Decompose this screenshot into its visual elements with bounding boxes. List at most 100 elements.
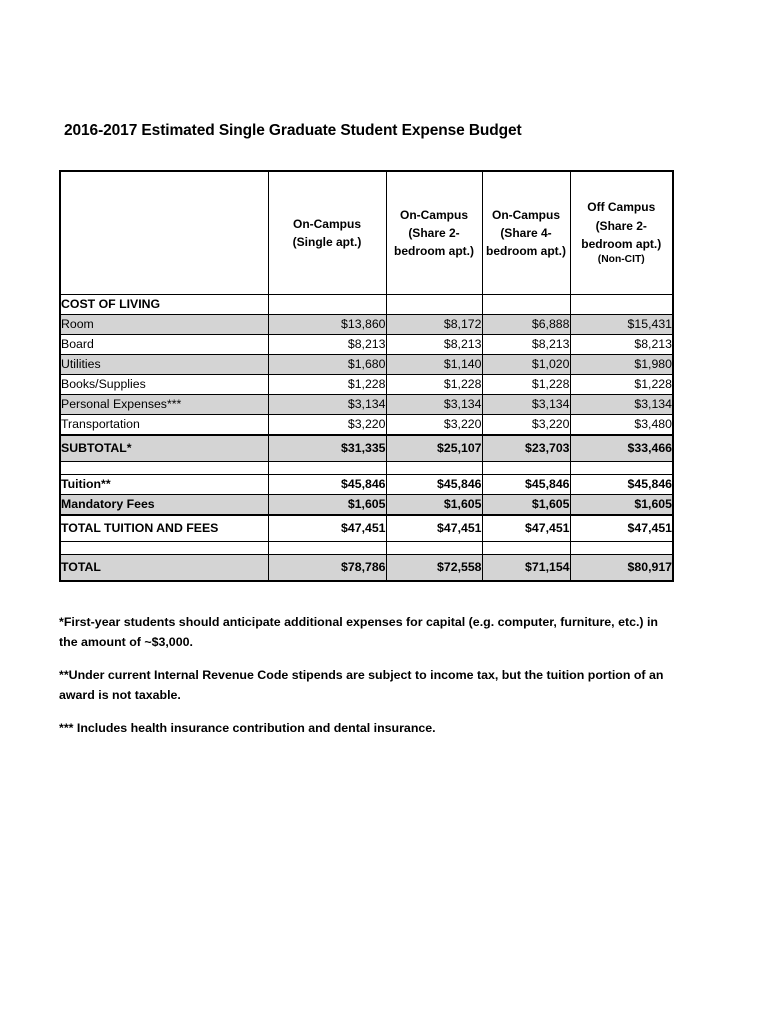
- row-label: Room: [59, 314, 269, 335]
- row-value: $3,220: [267, 414, 387, 436]
- row-label: SUBTOTAL*: [59, 434, 269, 462]
- row-value: $1,228: [267, 374, 387, 395]
- row-value: $8,213: [267, 334, 387, 355]
- footnotes: *First-year students should anticipate a…: [59, 612, 679, 738]
- row-value: $1,605: [481, 494, 571, 516]
- row-value: [481, 541, 571, 555]
- row-value: [481, 294, 571, 315]
- header-corner-cell: [59, 170, 269, 295]
- row-value: $3,220: [481, 414, 571, 436]
- row-value: $45,846: [569, 474, 674, 495]
- row-label: COST OF LIVING: [59, 294, 269, 315]
- table-row: Board $8,213 $8,213 $8,213 $8,213: [59, 334, 674, 355]
- column-header-line2: (Share 2-bedroom apt.): [581, 218, 662, 251]
- row-value: [267, 461, 387, 475]
- row-value: $80,917: [569, 554, 674, 582]
- row-value: $1,605: [267, 494, 387, 516]
- table-row-total-tuition: TOTAL TUITION AND FEES $47,451 $47,451 $…: [59, 514, 674, 542]
- row-value: $8,213: [569, 334, 674, 355]
- row-value: $1,020: [481, 354, 571, 375]
- column-header-on-campus-share2: On-Campus (Share 2-bedroom apt.): [385, 170, 483, 295]
- row-value: [481, 461, 571, 475]
- row-value: $13,860: [267, 314, 387, 335]
- row-value: $1,980: [569, 354, 674, 375]
- row-label: TOTAL TUITION AND FEES: [59, 514, 269, 542]
- row-value: [569, 294, 674, 315]
- column-header-line1: On-Campus: [292, 216, 361, 231]
- row-label: Mandatory Fees: [59, 494, 269, 516]
- row-value: $3,480: [569, 414, 674, 436]
- column-header-line2: (Share 2-bedroom apt.): [394, 225, 474, 259]
- column-header-on-campus-single: On-Campus (Single apt.): [267, 170, 387, 295]
- table-row-total: TOTAL $78,786 $72,558 $71,154 $80,917: [59, 554, 674, 582]
- row-label: [59, 541, 269, 555]
- row-value: $33,466: [569, 434, 674, 462]
- table-row: Tuition** $45,846 $45,846 $45,846 $45,84…: [59, 474, 674, 495]
- row-value: $45,846: [481, 474, 571, 495]
- row-value: $23,703: [481, 434, 571, 462]
- table-row: Utilities $1,680 $1,140 $1,020 $1,980: [59, 354, 674, 375]
- row-value: $31,335: [267, 434, 387, 462]
- row-value: $8,172: [385, 314, 483, 335]
- column-header-off-campus-share2: Off Campus (Share 2-bedroom apt.) (Non-C…: [569, 170, 674, 295]
- column-header-line1: On-Campus: [399, 207, 468, 222]
- row-value: $1,140: [385, 354, 483, 375]
- row-value: $1,605: [569, 494, 674, 516]
- row-value: $47,451: [385, 514, 483, 542]
- row-value: $25,107: [385, 434, 483, 462]
- row-value: $1,228: [569, 374, 674, 395]
- row-value: $78,786: [267, 554, 387, 582]
- table-spacer-row: [59, 541, 674, 555]
- row-label: Books/Supplies: [59, 374, 269, 395]
- row-value: $72,558: [385, 554, 483, 582]
- row-value: $3,220: [385, 414, 483, 436]
- column-header-line1: Off Campus: [587, 200, 656, 215]
- row-value: $8,213: [385, 334, 483, 355]
- row-label: Utilities: [59, 354, 269, 375]
- row-value: $8,213: [481, 334, 571, 355]
- footnote-personal-expenses: *** Includes health insurance contributi…: [59, 721, 436, 736]
- column-header-line2: (Share 4-bedroom apt.): [486, 225, 566, 259]
- row-value: $47,451: [267, 514, 387, 542]
- row-value: $3,134: [481, 394, 571, 415]
- column-header-on-campus-share4: On-Campus (Share 4-bedroom apt.): [481, 170, 571, 295]
- row-value: [385, 461, 483, 475]
- column-header-line3: (Non-CIT): [597, 254, 645, 266]
- table-spacer-row: [59, 461, 674, 475]
- table-header-row: On-Campus (Single apt.) On-Campus (Share…: [59, 170, 674, 295]
- row-value: $45,846: [385, 474, 483, 495]
- footnote-capital-expenses: *First-year students should anticipate a…: [59, 615, 658, 650]
- row-value: $3,134: [267, 394, 387, 415]
- row-value: $15,431: [569, 314, 674, 335]
- row-label: Personal Expenses***: [59, 394, 269, 415]
- row-value: $3,134: [569, 394, 674, 415]
- row-value: [569, 541, 674, 555]
- row-value: $47,451: [481, 514, 571, 542]
- expense-budget-table: On-Campus (Single apt.) On-Campus (Share…: [59, 170, 674, 582]
- table-row: Personal Expenses*** $3,134 $3,134 $3,13…: [59, 394, 674, 415]
- table-row: Books/Supplies $1,228 $1,228 $1,228 $1,2…: [59, 374, 674, 395]
- row-value: $1,680: [267, 354, 387, 375]
- row-label: Tuition**: [59, 474, 269, 495]
- row-value: $1,228: [481, 374, 571, 395]
- table-row-subtotal: SUBTOTAL* $31,335 $25,107 $23,703 $33,46…: [59, 434, 674, 462]
- row-value: [385, 294, 483, 315]
- row-label: Transportation: [59, 414, 269, 436]
- row-label: TOTAL: [59, 554, 269, 582]
- row-value: $71,154: [481, 554, 571, 582]
- table-row: Mandatory Fees $1,605 $1,605 $1,605 $1,6…: [59, 494, 674, 516]
- row-value: $3,134: [385, 394, 483, 415]
- row-value: $6,888: [481, 314, 571, 335]
- page-title: 2016-2017 Estimated Single Graduate Stud…: [64, 122, 522, 139]
- row-value: [267, 541, 387, 555]
- column-header-line1: On-Campus: [491, 207, 560, 222]
- row-value: $1,605: [385, 494, 483, 516]
- row-value: $45,846: [267, 474, 387, 495]
- row-label: Board: [59, 334, 269, 355]
- row-value: $1,228: [385, 374, 483, 395]
- table-row: Transportation $3,220 $3,220 $3,220 $3,4…: [59, 414, 674, 436]
- table-row: COST OF LIVING: [59, 294, 674, 315]
- row-value: [267, 294, 387, 315]
- column-header-line2: (Single apt.): [292, 235, 362, 249]
